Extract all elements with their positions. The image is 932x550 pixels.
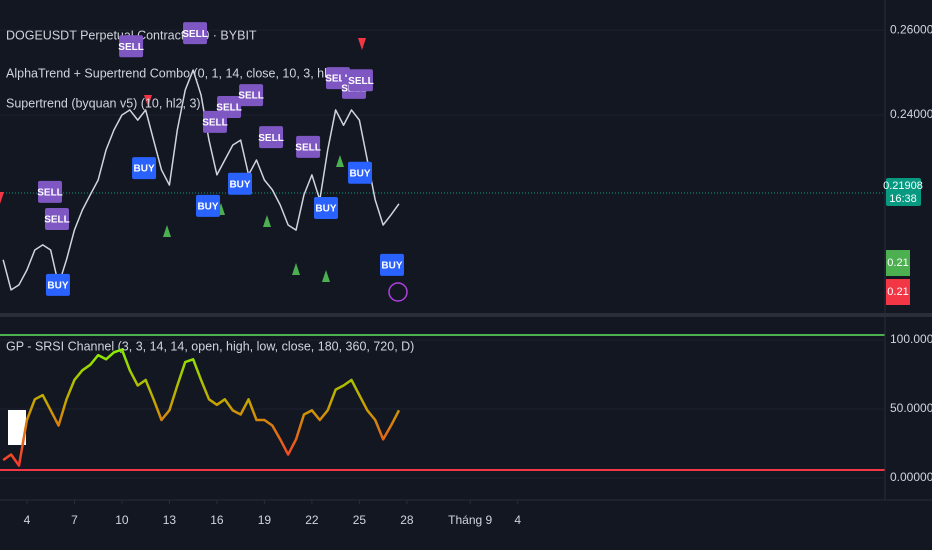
triangles: [0, 38, 366, 282]
signal: SELL: [258, 126, 284, 149]
signal-label: SELL: [348, 76, 374, 87]
signal-label: BUY: [47, 280, 68, 291]
y-tick-label: 50.00000: [890, 401, 932, 415]
x-tick-label: 25: [353, 513, 367, 527]
signal-label: BUY: [349, 168, 370, 179]
signal-label: SELL: [44, 215, 70, 226]
y-tick-label: 0.26000: [890, 22, 932, 36]
signal: SELL: [295, 135, 321, 158]
signal-label: SELL: [202, 117, 228, 128]
indicator-title[interactable]: Supertrend (byquan v5) (10, hl2, 3): [6, 96, 201, 110]
signal-label: BUY: [134, 164, 155, 175]
signal-label: BUY: [197, 202, 218, 213]
signal-box: [196, 194, 221, 217]
signal-label: SELL: [238, 91, 264, 102]
last-price-badge: [886, 178, 921, 206]
signal: SELL: [238, 84, 264, 107]
signal: BUY: [196, 194, 221, 217]
x-tick-label: 13: [163, 513, 177, 527]
indicator-badge: [886, 250, 910, 276]
signal: BUY: [45, 273, 70, 296]
signal-box: [217, 95, 242, 118]
signal: BUY: [132, 157, 157, 180]
series-line: [2, 69, 400, 291]
signal-box: [44, 208, 69, 231]
signal: BUY: [228, 172, 253, 195]
signal: SELL: [118, 35, 144, 58]
signal-box: [296, 135, 321, 158]
y-tick-label: 100.00000: [890, 332, 932, 346]
signal-label: BUY: [229, 179, 250, 190]
x-tick-label: 4: [24, 513, 31, 527]
signal-label: SELL: [295, 143, 321, 154]
pane-separator[interactable]: [0, 313, 932, 317]
countdown: 16:38: [889, 193, 917, 205]
x-tick-label: 7: [71, 513, 78, 527]
indicator-title[interactable]: AlphaTrend + Supertrend Combo (0, 1, 14,…: [6, 66, 338, 80]
signal-box: [45, 273, 70, 296]
signal: SELL: [44, 208, 70, 231]
indicator-value: 0.21: [887, 286, 908, 298]
signal-label: SELL: [216, 103, 242, 114]
indicator-value: 0.21: [887, 257, 908, 269]
signal-box: [313, 197, 338, 219]
signal: SELL: [182, 22, 208, 45]
signal: BUY: [313, 197, 338, 219]
signal-box: [119, 35, 144, 58]
y-tick-label: 0.24000: [890, 107, 932, 121]
signal-box: [239, 84, 264, 107]
signal-label: SELL: [118, 42, 144, 53]
signal-box: [348, 161, 373, 184]
signal-label: SELL: [258, 133, 284, 144]
x-tick-label: 19: [258, 513, 272, 527]
signal: BUY: [348, 161, 373, 184]
signal-label: SELL: [325, 74, 351, 85]
signal: SELL: [216, 95, 242, 118]
indicator-title: GP - SRSI Channel (3, 3, 14, 14, open, h…: [6, 339, 414, 353]
last-price: 0.21908: [883, 180, 923, 192]
marker-box: [8, 410, 26, 445]
signal-box: [379, 253, 404, 276]
signal: SELL: [348, 69, 374, 92]
y-tick-label: 0.00000: [890, 470, 932, 484]
signal-label: SELL: [37, 188, 63, 199]
signal-box: [259, 126, 284, 149]
signal-label: BUY: [315, 204, 336, 215]
signal-label: SELL: [182, 29, 208, 40]
x-tick-label: 4: [514, 513, 521, 527]
series-line: [2, 348, 401, 467]
signal-box: [132, 157, 157, 180]
signal-box: [38, 180, 63, 203]
signal-box: [228, 172, 253, 195]
alert-icon[interactable]: [388, 282, 408, 302]
signal-box: [183, 22, 208, 45]
signal-box: [348, 69, 373, 92]
x-tick-label: 22: [305, 513, 319, 527]
signal: BUY: [379, 253, 404, 276]
signal: SELL: [37, 180, 63, 203]
x-tick-label: 28: [400, 513, 414, 527]
x-tick-label: 10: [115, 513, 129, 527]
x-tick-label: 16: [210, 513, 224, 527]
x-tick-label: Tháng 9: [448, 513, 492, 527]
indicator-badge: [886, 279, 910, 305]
signal-label: BUY: [381, 261, 402, 272]
